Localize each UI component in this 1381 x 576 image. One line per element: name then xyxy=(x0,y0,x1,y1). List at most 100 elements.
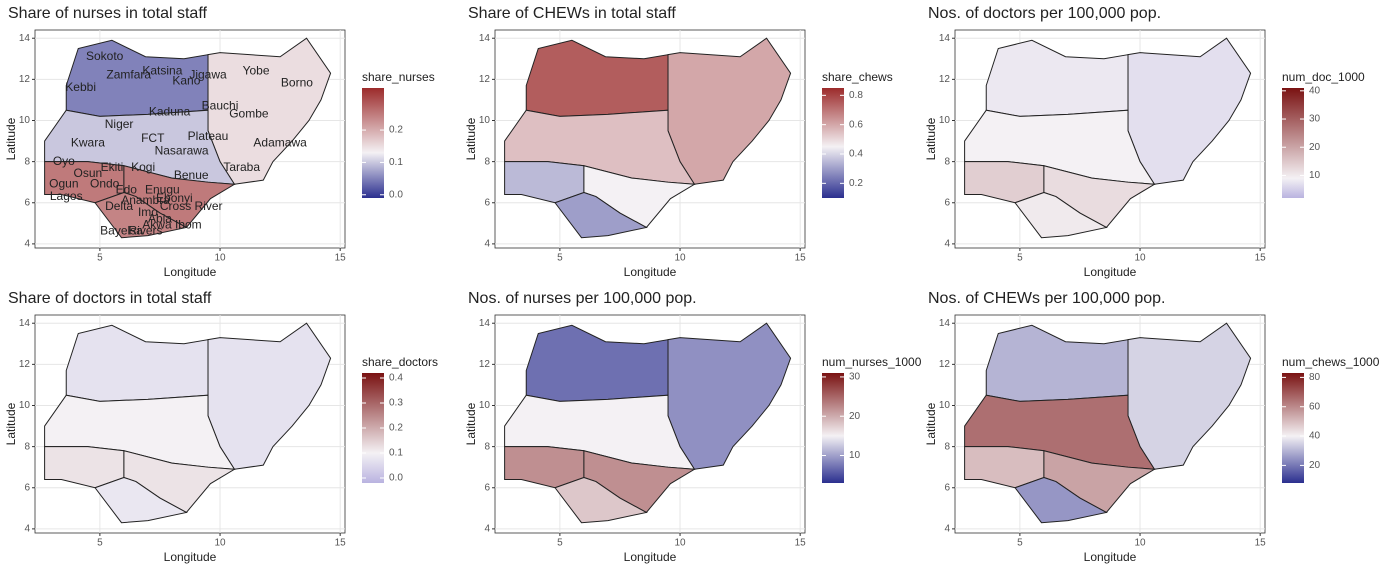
legend-tick-label: 20 xyxy=(1309,460,1321,471)
x-tick-label: 5 xyxy=(1017,538,1023,549)
region xyxy=(554,191,648,239)
y-tick-label: 4 xyxy=(484,239,490,250)
panel-title: Nos. of nurses per 100,000 pop. xyxy=(468,290,697,307)
panel-title: Share of doctors in total staff xyxy=(8,290,212,307)
panel-title: Nos. of CHEWs per 100,000 pop. xyxy=(928,290,1165,307)
legend-tick-label: 40 xyxy=(1309,431,1321,442)
y-tick-label: 4 xyxy=(24,524,30,535)
color-bar xyxy=(1282,373,1304,483)
y-tick-label: 8 xyxy=(944,441,950,452)
y-tick-label: 14 xyxy=(939,318,951,329)
state-label: Ondo xyxy=(90,176,120,190)
x-axis-label: Longitude xyxy=(624,550,677,564)
x-tick-label: 15 xyxy=(1255,538,1267,549)
map-panel: Share of doctors in total staff 5 10 15 4 6 8 1… xyxy=(4,290,438,564)
y-tick-label: 8 xyxy=(484,441,490,452)
x-axis-label: Longitude xyxy=(624,265,677,279)
state-label: Ogun xyxy=(49,176,78,190)
map-panel: Nos. of doctors per 100,000 pop. 5 10 15 4 6 8… xyxy=(924,5,1365,279)
state-label: Kebbi xyxy=(65,80,96,94)
legend-tick-label: 30 xyxy=(849,372,861,383)
x-tick-label: 5 xyxy=(557,253,563,264)
y-tick-label: 6 xyxy=(24,482,30,493)
state-label: FCT xyxy=(141,131,165,145)
state-label: Enugu xyxy=(145,183,180,197)
legend-title: share_chews xyxy=(822,70,893,84)
map-panel: Nos. of CHEWs per 100,000 pop. 5 10 15 4 6 8 10… xyxy=(924,290,1380,564)
legend-tick-label: 20 xyxy=(849,411,861,422)
state-label: Katsina xyxy=(142,63,182,77)
x-tick-label: 10 xyxy=(1134,253,1146,264)
state-label: Rivers xyxy=(129,224,163,238)
y-tick-label: 12 xyxy=(939,359,951,370)
x-tick-label: 15 xyxy=(795,538,807,549)
y-tick-label: 4 xyxy=(24,239,30,250)
state-label: Delta xyxy=(105,199,133,213)
panel-title: Share of nurses in total staff xyxy=(8,5,207,22)
state-label: Nasarawa xyxy=(155,144,209,158)
y-tick-label: 10 xyxy=(939,400,951,411)
color-bar xyxy=(1282,88,1304,198)
y-tick-label: 14 xyxy=(939,33,951,44)
state-label: Lagos xyxy=(50,189,83,203)
state-label: Taraba xyxy=(223,160,260,174)
x-tick-label: 10 xyxy=(214,538,226,549)
x-tick-label: 5 xyxy=(1017,253,1023,264)
color-bar xyxy=(822,88,844,198)
color-bar xyxy=(362,88,384,198)
y-tick-label: 10 xyxy=(19,400,31,411)
state-label: Jigawa xyxy=(189,67,227,81)
state-label: Yobe xyxy=(243,63,270,77)
legend-tick-label: 20 xyxy=(1309,142,1321,153)
region xyxy=(1014,191,1108,239)
y-tick-label: 12 xyxy=(19,74,31,85)
y-tick-label: 10 xyxy=(939,115,951,126)
map-panel: Share of CHEWs in total staff 5 10 15 4 6 8 10 1… xyxy=(464,5,893,279)
state-label: Abia xyxy=(148,211,172,225)
y-tick-label: 8 xyxy=(24,156,30,167)
map-panel: Nos. of nurses per 100,000 pop. 5 10 15 4 6 8 1… xyxy=(464,290,922,564)
state-label: Cross River xyxy=(160,199,223,213)
y-tick-label: 6 xyxy=(24,197,30,208)
y-axis-label: Latitude xyxy=(4,402,18,445)
y-tick-label: 4 xyxy=(944,239,950,250)
legend-tick-label: 0.0 xyxy=(389,473,403,484)
legend-tick-label: 0.2 xyxy=(849,178,863,189)
region xyxy=(554,476,648,524)
legend-tick-label: 0.6 xyxy=(849,119,863,130)
legend-tick-label: 40 xyxy=(1309,85,1321,96)
state-label: Ekiti xyxy=(101,160,124,174)
region xyxy=(94,476,188,524)
legend-tick-label: 10 xyxy=(849,450,861,461)
x-tick-label: 5 xyxy=(97,253,103,264)
legend-tick-label: 0.1 xyxy=(389,448,403,459)
x-tick-label: 10 xyxy=(674,538,686,549)
state-label: Plateau xyxy=(188,129,229,143)
x-tick-label: 10 xyxy=(674,253,686,264)
x-tick-label: 15 xyxy=(335,253,347,264)
state-label: Kano xyxy=(172,74,200,88)
legend-tick-label: 0.2 xyxy=(389,423,403,434)
state-label: Adamawa xyxy=(253,135,307,149)
state-label: Kaduna xyxy=(149,104,191,118)
y-tick-label: 14 xyxy=(19,33,31,44)
x-tick-label: 5 xyxy=(557,538,563,549)
legend-tick-label: 0.4 xyxy=(849,149,863,160)
state-label: Akwa Ibom xyxy=(142,218,201,232)
y-tick-label: 8 xyxy=(484,156,490,167)
x-tick-label: 15 xyxy=(795,253,807,264)
legend-tick-label: 0.3 xyxy=(389,398,403,409)
x-tick-label: 10 xyxy=(1134,538,1146,549)
legend-tick-label: 0.8 xyxy=(849,90,863,101)
state-label: Kwara xyxy=(71,135,105,149)
legend-title: num_nurses_1000 xyxy=(822,355,922,369)
y-tick-label: 12 xyxy=(939,74,951,85)
legend-title: share_nurses xyxy=(362,70,435,84)
legend-tick-label: 80 xyxy=(1309,372,1321,383)
state-label: Niger xyxy=(105,117,134,131)
state-label: Benue xyxy=(174,168,209,182)
y-axis-label: Latitude xyxy=(924,402,938,445)
y-tick-label: 4 xyxy=(944,524,950,535)
state-label: Anambra xyxy=(121,193,170,207)
state-label: Kogi xyxy=(131,160,155,174)
